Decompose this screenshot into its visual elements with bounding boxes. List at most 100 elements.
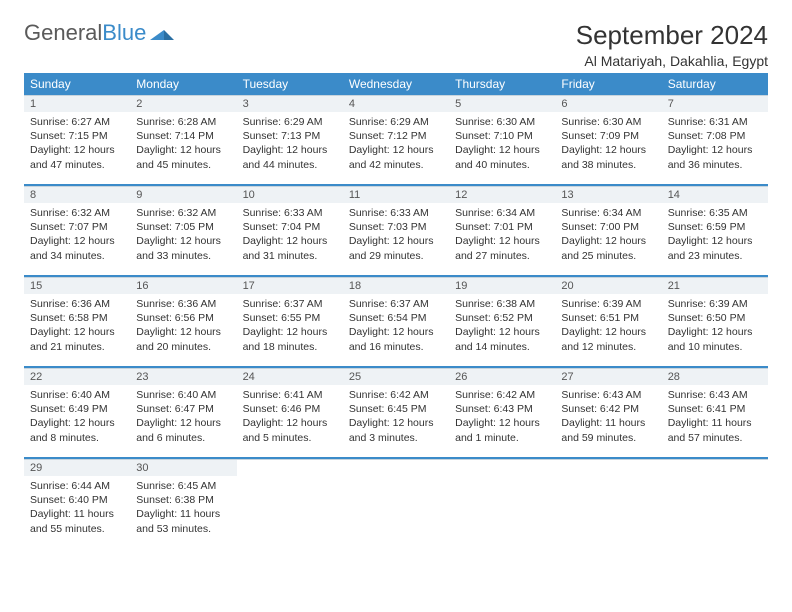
- info-line: Sunset: 7:12 PM: [349, 129, 443, 143]
- info-line: Sunset: 6:54 PM: [349, 311, 443, 325]
- info-line: and 8 minutes.: [30, 431, 124, 445]
- weekday-label: Friday: [555, 73, 661, 95]
- info-line: Sunset: 6:51 PM: [561, 311, 655, 325]
- day-number: 18: [343, 278, 449, 294]
- info-line: Daylight: 12 hours: [136, 143, 230, 157]
- day-cell: Sunrise: 6:41 AMSunset: 6:46 PMDaylight:…: [237, 385, 343, 457]
- info-line: Daylight: 12 hours: [30, 143, 124, 157]
- info-line: Sunrise: 6:39 AM: [561, 297, 655, 311]
- day-info: Sunrise: 6:35 AMSunset: 6:59 PMDaylight:…: [668, 206, 762, 263]
- day-number: 27: [555, 369, 661, 385]
- info-line: Sunset: 6:38 PM: [136, 493, 230, 507]
- day-cell: Sunrise: 6:36 AMSunset: 6:58 PMDaylight:…: [24, 294, 130, 366]
- info-line: Daylight: 12 hours: [243, 416, 337, 430]
- info-line: Daylight: 12 hours: [561, 143, 655, 157]
- info-line: and 55 minutes.: [30, 522, 124, 536]
- day-info: Sunrise: 6:40 AMSunset: 6:47 PMDaylight:…: [136, 388, 230, 445]
- info-line: Sunrise: 6:30 AM: [455, 115, 549, 129]
- info-line: and 20 minutes.: [136, 340, 230, 354]
- day-number: 10: [237, 187, 343, 203]
- info-line: and 47 minutes.: [30, 158, 124, 172]
- info-line: Sunset: 6:56 PM: [136, 311, 230, 325]
- weekday-label: Tuesday: [237, 73, 343, 95]
- info-line: Daylight: 12 hours: [30, 234, 124, 248]
- info-line: Sunrise: 6:40 AM: [136, 388, 230, 402]
- info-line: and 59 minutes.: [561, 431, 655, 445]
- page-subtitle: Al Matariyah, Dakahlia, Egypt: [576, 53, 768, 69]
- info-line: Daylight: 12 hours: [455, 416, 549, 430]
- day-cell: Sunrise: 6:39 AMSunset: 6:50 PMDaylight:…: [662, 294, 768, 366]
- day-number-row: 2930: [24, 459, 768, 476]
- info-line: Sunset: 6:58 PM: [30, 311, 124, 325]
- info-line: and 3 minutes.: [349, 431, 443, 445]
- info-line: Sunrise: 6:29 AM: [349, 115, 443, 129]
- info-line: Daylight: 11 hours: [30, 507, 124, 521]
- day-cell: Sunrise: 6:34 AMSunset: 7:01 PMDaylight:…: [449, 203, 555, 275]
- info-line: Sunrise: 6:42 AM: [455, 388, 549, 402]
- info-line: Sunrise: 6:37 AM: [243, 297, 337, 311]
- info-line: and 1 minute.: [455, 431, 549, 445]
- info-line: Daylight: 12 hours: [455, 234, 549, 248]
- day-cell: Sunrise: 6:40 AMSunset: 6:49 PMDaylight:…: [24, 385, 130, 457]
- weekday-label: Monday: [130, 73, 236, 95]
- day-number: 15: [24, 278, 130, 294]
- day-number: 22: [24, 369, 130, 385]
- info-line: and 6 minutes.: [136, 431, 230, 445]
- info-line: Daylight: 12 hours: [30, 325, 124, 339]
- info-line: Sunset: 6:55 PM: [243, 311, 337, 325]
- day-number: 14: [662, 187, 768, 203]
- day-number: 7: [662, 96, 768, 112]
- info-line: Daylight: 12 hours: [349, 143, 443, 157]
- day-cell: Sunrise: 6:38 AMSunset: 6:52 PMDaylight:…: [449, 294, 555, 366]
- info-line: Daylight: 12 hours: [136, 325, 230, 339]
- day-cell: Sunrise: 6:32 AMSunset: 7:07 PMDaylight:…: [24, 203, 130, 275]
- info-line: Sunrise: 6:34 AM: [455, 206, 549, 220]
- day-cell: Sunrise: 6:43 AMSunset: 6:41 PMDaylight:…: [662, 385, 768, 457]
- logo-text-1: General: [24, 20, 102, 46]
- page-title: September 2024: [576, 20, 768, 51]
- info-line: and 29 minutes.: [349, 249, 443, 263]
- info-line: and 27 minutes.: [455, 249, 549, 263]
- day-number: 5: [449, 96, 555, 112]
- day-number: 23: [130, 369, 236, 385]
- day-number: 26: [449, 369, 555, 385]
- day-info: Sunrise: 6:44 AMSunset: 6:40 PMDaylight:…: [30, 479, 124, 536]
- info-line: and 36 minutes.: [668, 158, 762, 172]
- day-number: 16: [130, 278, 236, 294]
- day-info: Sunrise: 6:43 AMSunset: 6:42 PMDaylight:…: [561, 388, 655, 445]
- info-line: and 5 minutes.: [243, 431, 337, 445]
- info-line: and 16 minutes.: [349, 340, 443, 354]
- info-line: Sunrise: 6:37 AM: [349, 297, 443, 311]
- info-line: Daylight: 12 hours: [455, 143, 549, 157]
- info-line: Sunset: 6:40 PM: [30, 493, 124, 507]
- logo-text-2: Blue: [102, 20, 146, 46]
- info-line: Sunset: 6:46 PM: [243, 402, 337, 416]
- day-info: Sunrise: 6:36 AMSunset: 6:58 PMDaylight:…: [30, 297, 124, 354]
- week-row: Sunrise: 6:44 AMSunset: 6:40 PMDaylight:…: [24, 476, 768, 548]
- info-line: Sunset: 7:08 PM: [668, 129, 762, 143]
- day-number: 17: [237, 278, 343, 294]
- info-line: and 57 minutes.: [668, 431, 762, 445]
- day-info: Sunrise: 6:32 AMSunset: 7:05 PMDaylight:…: [136, 206, 230, 263]
- info-line: Daylight: 11 hours: [561, 416, 655, 430]
- day-number: 20: [555, 278, 661, 294]
- info-line: Sunrise: 6:28 AM: [136, 115, 230, 129]
- day-cell: Sunrise: 6:30 AMSunset: 7:10 PMDaylight:…: [449, 112, 555, 184]
- day-info: Sunrise: 6:31 AMSunset: 7:08 PMDaylight:…: [668, 115, 762, 172]
- day-number: 11: [343, 187, 449, 203]
- day-info: Sunrise: 6:43 AMSunset: 6:41 PMDaylight:…: [668, 388, 762, 445]
- day-info: Sunrise: 6:30 AMSunset: 7:10 PMDaylight:…: [455, 115, 549, 172]
- weekday-header: Sunday Monday Tuesday Wednesday Thursday…: [24, 73, 768, 95]
- info-line: Daylight: 12 hours: [349, 234, 443, 248]
- week-row: Sunrise: 6:36 AMSunset: 6:58 PMDaylight:…: [24, 294, 768, 368]
- day-number: 13: [555, 187, 661, 203]
- info-line: Sunset: 6:43 PM: [455, 402, 549, 416]
- day-cell: Sunrise: 6:42 AMSunset: 6:45 PMDaylight:…: [343, 385, 449, 457]
- info-line: Sunrise: 6:36 AM: [30, 297, 124, 311]
- title-block: September 2024 Al Matariyah, Dakahlia, E…: [576, 20, 768, 69]
- info-line: and 25 minutes.: [561, 249, 655, 263]
- day-cell: Sunrise: 6:37 AMSunset: 6:55 PMDaylight:…: [237, 294, 343, 366]
- info-line: Daylight: 12 hours: [136, 416, 230, 430]
- day-info: Sunrise: 6:39 AMSunset: 6:51 PMDaylight:…: [561, 297, 655, 354]
- weekday-label: Sunday: [24, 73, 130, 95]
